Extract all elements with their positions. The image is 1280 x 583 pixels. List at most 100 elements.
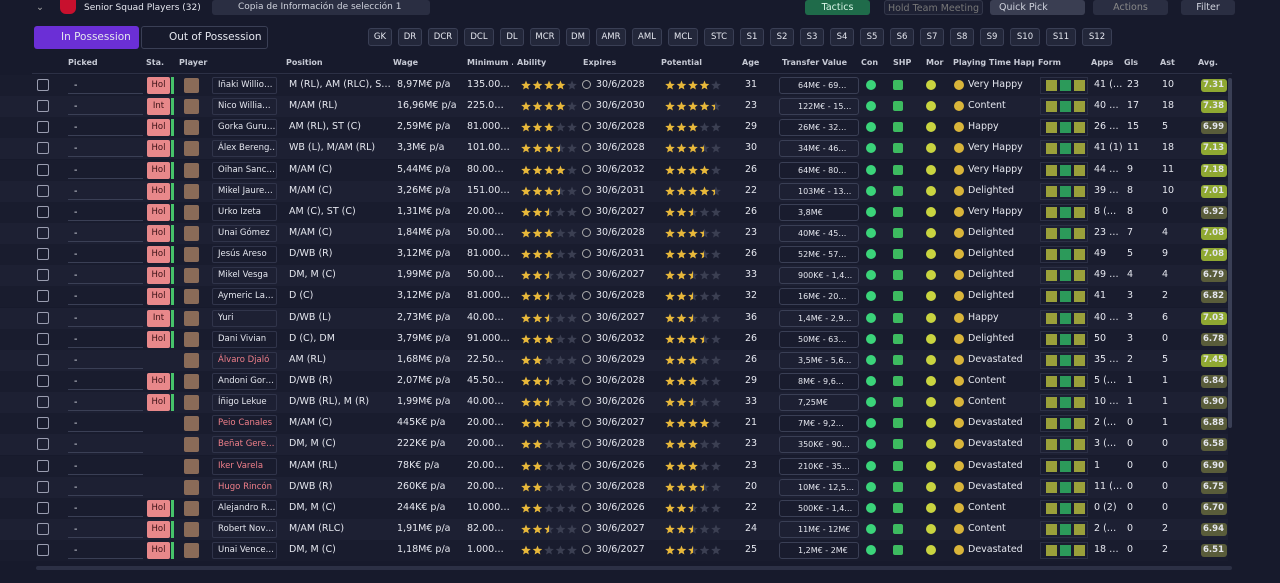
position-chip[interactable]: GK: [368, 28, 392, 46]
player-name[interactable]: Iñaki Willio…: [212, 77, 277, 94]
player-row[interactable]: - Hol Jesús Areso D/WB (R) 3,12M€ p/a 81.000……: [0, 244, 1228, 266]
player-row[interactable]: - Hol Mikel Vesga DM, M (C) 1,99M€ p/a 50.00……: [0, 265, 1228, 287]
checkbox[interactable]: [37, 226, 49, 239]
player-row[interactable]: - Hol Alejandro R… DM, M (C) 244K€ p/a 10.000…: [0, 497, 1228, 519]
position-chip[interactable]: S12: [1082, 28, 1112, 46]
column-header[interactable]: Sta.: [146, 58, 165, 67]
picked-dropdown[interactable]: -: [68, 162, 143, 179]
player-name[interactable]: Urko Izeta: [212, 203, 277, 221]
player-name[interactable]: Unai Gómez: [212, 224, 277, 242]
position-chip[interactable]: DCL: [464, 28, 494, 46]
picked-dropdown[interactable]: -: [68, 267, 143, 285]
checkbox[interactable]: [37, 79, 49, 91]
position-chip[interactable]: S10: [1010, 28, 1040, 46]
player-row[interactable]: - Int Yuri D/WB (L) 2,73M€ p/a 40.00… 30/6/202…: [0, 307, 1228, 329]
player-row[interactable]: - Hol Robert Nov… M/AM (RLC) 1,91M€ p/a 82.00…: [0, 518, 1228, 540]
picked-dropdown[interactable]: -: [68, 140, 143, 158]
player-row[interactable]: - Hol Aymeric La… D (C) 3,12M€ p/a 81.000… 30/…: [0, 286, 1228, 308]
view-dropdown[interactable]: Copia de Información de selección 1: [212, 0, 430, 15]
checkbox[interactable]: [37, 396, 49, 409]
tab-out-of-possession[interactable]: Out of Possession: [141, 26, 268, 49]
player-row[interactable]: - Hol Íñigo Lekue D/WB (RL), M (R) 1,99M€ p/…: [0, 392, 1228, 414]
checkbox[interactable]: [37, 544, 49, 557]
position-chip[interactable]: S1: [740, 28, 764, 46]
transfer-value[interactable]: 103M€ - 13…: [779, 182, 859, 200]
position-chip[interactable]: AMR: [596, 28, 626, 46]
position-chip[interactable]: S5: [860, 28, 884, 46]
player-name[interactable]: Mikel Vesga: [212, 267, 277, 285]
transfer-value[interactable]: 52M€ - 57…: [779, 246, 859, 264]
position-chip[interactable]: S7: [920, 28, 944, 46]
checkbox[interactable]: [37, 142, 49, 155]
column-header[interactable]: Wage: [393, 58, 419, 67]
status-badge[interactable]: Hol: [147, 161, 170, 179]
picked-dropdown[interactable]: -: [68, 98, 143, 116]
picked-dropdown[interactable]: -: [68, 394, 143, 412]
status-badge[interactable]: Hol: [147, 372, 170, 390]
column-header[interactable]: Apps: [1091, 58, 1114, 67]
checkbox[interactable]: [37, 311, 49, 324]
v-scrollbar[interactable]: [1228, 78, 1232, 428]
status-badge[interactable]: Hol: [147, 542, 170, 560]
player-name[interactable]: Aymeric La…: [212, 288, 277, 306]
position-chip[interactable]: STC: [704, 28, 734, 46]
picked-dropdown[interactable]: -: [68, 204, 143, 221]
player-name[interactable]: Oihan Sanc…: [212, 161, 277, 179]
column-header[interactable]: Potential: [661, 58, 703, 67]
checkbox[interactable]: [37, 184, 49, 197]
player-name[interactable]: Hugo Rincón: [212, 478, 277, 496]
player-row[interactable]: - Hol Unai Vence… DM, M (C) 1,18M€ p/a 1.000……: [0, 540, 1228, 562]
picked-dropdown[interactable]: -: [68, 225, 143, 242]
column-header[interactable]: Minimum ...: [467, 58, 513, 67]
transfer-value[interactable]: 122M€ - 15…: [779, 98, 859, 116]
checkbox[interactable]: [37, 121, 49, 134]
transfer-value[interactable]: 7M€ - 9,2…: [779, 415, 859, 433]
picked-dropdown[interactable]: -: [68, 310, 143, 327]
picked-dropdown[interactable]: -: [68, 119, 143, 137]
status-badge[interactable]: Hol: [147, 520, 170, 538]
checkbox[interactable]: [37, 501, 49, 514]
transfer-value[interactable]: 1,4M€ - 2,9…: [779, 309, 859, 327]
checkbox[interactable]: [37, 353, 49, 366]
position-chip[interactable]: DM: [566, 28, 590, 46]
column-header[interactable]: Age: [742, 58, 760, 67]
player-name[interactable]: Álex Bereng…: [212, 140, 277, 158]
column-header[interactable]: Avg.: [1198, 58, 1218, 67]
column-header[interactable]: Form: [1038, 58, 1061, 67]
column-header[interactable]: Transfer Value: [782, 58, 848, 67]
transfer-value[interactable]: 500K€ - 1,4…: [779, 499, 859, 517]
transfer-value[interactable]: 64M€ - 80…: [779, 161, 859, 179]
player-name[interactable]: Mikel Jaure…: [212, 182, 277, 200]
status-badge[interactable]: Hol: [147, 288, 170, 306]
transfer-value[interactable]: 34M€ - 46…: [779, 140, 859, 158]
player-row[interactable]: - Hol Unai Gómez M/AM (C) 1,84M€ p/a 50.00… 30…: [0, 222, 1228, 244]
player-name[interactable]: Peio Canales: [212, 415, 277, 433]
transfer-value[interactable]: 11M€ - 12M€: [779, 520, 859, 538]
player-name[interactable]: Íñigo Lekue: [212, 394, 277, 412]
player-row[interactable]: - Int Nico Willia… M/AM (RL) 16,96M€ p/a 225.…: [0, 96, 1228, 118]
status-badge[interactable]: Int: [147, 309, 170, 327]
picked-dropdown[interactable]: -: [68, 479, 143, 496]
player-row[interactable]: - Hol Oihan Sanc… M/AM (C) 5,44M€ p/a 80.00… 3…: [0, 159, 1228, 181]
column-header[interactable]: Expires: [583, 58, 617, 67]
player-row[interactable]: - Beñat Gere… DM, M (C) 222K€ p/a 20.00… 30/6…: [0, 434, 1228, 456]
player-row[interactable]: - Hol Andoni Gor… D/WB (R) 2,07M€ p/a 45.50… 3…: [0, 370, 1228, 392]
transfer-value[interactable]: 40M€ - 45…: [779, 224, 859, 242]
player-row[interactable]: - Álvaro Djaló AM (RL) 1,68M€ p/a 22.50… 30/6…: [0, 349, 1228, 371]
transfer-value[interactable]: 350K€ - 90…: [779, 436, 859, 454]
checkbox[interactable]: [37, 374, 49, 387]
picked-dropdown[interactable]: -: [68, 183, 143, 200]
checkbox[interactable]: [37, 269, 49, 282]
player-row[interactable]: - Hol Iñaki Willio… M (RL), AM (RLC), S… 8,9…: [0, 75, 1228, 96]
checkbox[interactable]: [37, 100, 49, 113]
transfer-value[interactable]: 3,8M€: [779, 203, 859, 221]
player-name[interactable]: Dani Vivian: [212, 330, 277, 348]
checkbox[interactable]: [37, 205, 49, 218]
status-badge[interactable]: Hol: [147, 246, 170, 264]
position-chip[interactable]: DR: [398, 28, 422, 46]
player-row[interactable]: - Iker Varela M/AM (RL) 78K€ p/a 20.00… 30/6/…: [0, 455, 1228, 477]
picked-dropdown[interactable]: -: [68, 500, 143, 517]
transfer-value[interactable]: 16M€ - 20…: [779, 288, 859, 306]
player-row[interactable]: - Hugo Rincón D/WB (R) 260K€ p/a 20.00… 30/6/…: [0, 476, 1228, 498]
transfer-value[interactable]: 8M€ - 9,6…: [779, 372, 859, 390]
